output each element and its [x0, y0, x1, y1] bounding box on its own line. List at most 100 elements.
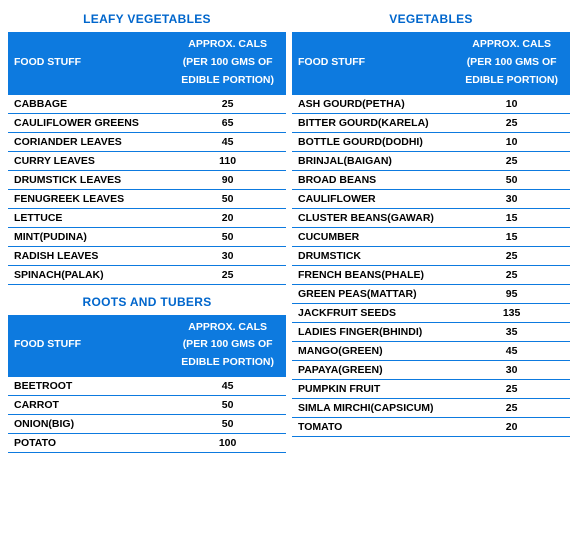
cell-cals: 135	[453, 303, 570, 322]
col-cals: APPROX. CALS (PER 100 GMS OF EDIBLE PORT…	[453, 32, 570, 94]
table-row: BRINJAL(BAIGAN)25	[292, 151, 570, 170]
cell-food: CARROT	[8, 396, 169, 415]
table-row: CARROT50	[8, 396, 286, 415]
cell-cals: 25	[453, 113, 570, 132]
layout-container: LEAFY VEGETABLES FOOD STUFF APPROX. CALS…	[8, 8, 572, 459]
table-row: CAULIFLOWER GREENS65	[8, 113, 286, 132]
cell-food: BRINJAL(BAIGAN)	[292, 151, 453, 170]
table-row: CORIANDER LEAVES45	[8, 132, 286, 151]
table-row: TOMATO20	[292, 417, 570, 436]
cell-cals: 20	[453, 417, 570, 436]
table-row: CUCUMBER15	[292, 227, 570, 246]
cell-food: BOTTLE GOURD(DODHI)	[292, 132, 453, 151]
cell-cals: 45	[453, 341, 570, 360]
cell-food: FENUGREEK LEAVES	[8, 189, 169, 208]
cell-food: BROAD BEANS	[292, 170, 453, 189]
cell-food: DRUMSTICK LEAVES	[8, 170, 169, 189]
section-leafy: LEAFY VEGETABLES FOOD STUFF APPROX. CALS…	[8, 8, 286, 285]
table-row: DRUMSTICK25	[292, 246, 570, 265]
table-vegetables: FOOD STUFF APPROX. CALS (PER 100 GMS OF …	[292, 32, 570, 437]
table-row: CURRY LEAVES110	[8, 151, 286, 170]
cell-food: RADISH LEAVES	[8, 246, 169, 265]
cell-food: ASH GOURD(PETHA)	[292, 94, 453, 113]
col-food: FOOD STUFF	[8, 32, 169, 94]
cell-cals: 25	[453, 151, 570, 170]
table-row: RADISH LEAVES30	[8, 246, 286, 265]
cell-food: CURRY LEAVES	[8, 151, 169, 170]
cell-cals: 20	[169, 208, 286, 227]
cell-cals: 25	[453, 265, 570, 284]
cell-cals: 50	[453, 170, 570, 189]
table-row: SIMLA MIRCHI(CAPSICUM)25	[292, 398, 570, 417]
cell-cals: 50	[169, 189, 286, 208]
cell-cals: 10	[453, 132, 570, 151]
table-row: PAPAYA(GREEN)30	[292, 360, 570, 379]
cell-food: MINT(PUDINA)	[8, 227, 169, 246]
cell-cals: 25	[453, 398, 570, 417]
table-row: BEETROOT45	[8, 377, 286, 396]
table-row: FRENCH BEANS(PHALE)25	[292, 265, 570, 284]
section-roots: ROOTS AND TUBERS FOOD STUFF APPROX. CALS…	[8, 291, 286, 454]
cell-food: BEETROOT	[8, 377, 169, 396]
table-row: BROAD BEANS50	[292, 170, 570, 189]
table-row: BOTTLE GOURD(DODHI)10	[292, 132, 570, 151]
table-row: FENUGREEK LEAVES50	[8, 189, 286, 208]
cell-food: CUCUMBER	[292, 227, 453, 246]
cell-food: CLUSTER BEANS(GAWAR)	[292, 208, 453, 227]
table-row: MANGO(GREEN)45	[292, 341, 570, 360]
table-row: CAULIFLOWER30	[292, 189, 570, 208]
cell-food: LETTUCE	[8, 208, 169, 227]
cell-food: CABBAGE	[8, 94, 169, 113]
section-title-vegetables: VEGETABLES	[292, 8, 570, 32]
cell-cals: 45	[169, 132, 286, 151]
cell-cals: 25	[169, 94, 286, 113]
table-row: JACKFRUIT SEEDS135	[292, 303, 570, 322]
cell-cals: 95	[453, 284, 570, 303]
left-column: LEAFY VEGETABLES FOOD STUFF APPROX. CALS…	[8, 8, 286, 459]
col-food: FOOD STUFF	[8, 315, 169, 377]
cell-food: TOMATO	[292, 417, 453, 436]
table-row: SPINACH(PALAK)25	[8, 265, 286, 284]
cell-food: PAPAYA(GREEN)	[292, 360, 453, 379]
table-roots: FOOD STUFF APPROX. CALS (PER 100 GMS OF …	[8, 315, 286, 454]
cell-cals: 90	[169, 170, 286, 189]
cell-cals: 45	[169, 377, 286, 396]
table-row: CLUSTER BEANS(GAWAR)15	[292, 208, 570, 227]
cell-food: GREEN PEAS(MATTAR)	[292, 284, 453, 303]
col-food: FOOD STUFF	[292, 32, 453, 94]
cell-cals: 110	[169, 151, 286, 170]
cell-food: DRUMSTICK	[292, 246, 453, 265]
cell-cals: 50	[169, 227, 286, 246]
table-row: MINT(PUDINA)50	[8, 227, 286, 246]
cell-food: SPINACH(PALAK)	[8, 265, 169, 284]
cell-cals: 15	[453, 208, 570, 227]
cell-food: PUMPKIN FRUIT	[292, 379, 453, 398]
table-row: ASH GOURD(PETHA)10	[292, 94, 570, 113]
cell-cals: 10	[453, 94, 570, 113]
section-vegetables: VEGETABLES FOOD STUFF APPROX. CALS (PER …	[292, 8, 570, 437]
table-row: LETTUCE20	[8, 208, 286, 227]
cell-cals: 25	[453, 246, 570, 265]
cell-cals: 50	[169, 415, 286, 434]
cell-food: FRENCH BEANS(PHALE)	[292, 265, 453, 284]
table-row: GREEN PEAS(MATTAR)95	[292, 284, 570, 303]
cell-cals: 65	[169, 113, 286, 132]
cell-food: LADIES FINGER(BHINDI)	[292, 322, 453, 341]
table-row: DRUMSTICK LEAVES90	[8, 170, 286, 189]
table-row: LADIES FINGER(BHINDI)35	[292, 322, 570, 341]
cell-cals: 25	[453, 379, 570, 398]
cell-food: CAULIFLOWER GREENS	[8, 113, 169, 132]
table-row: CABBAGE25	[8, 94, 286, 113]
col-cals: APPROX. CALS (PER 100 GMS OF EDIBLE PORT…	[169, 315, 286, 377]
cell-cals: 50	[169, 396, 286, 415]
table-leafy: FOOD STUFF APPROX. CALS (PER 100 GMS OF …	[8, 32, 286, 285]
cell-cals: 25	[169, 265, 286, 284]
cell-food: CAULIFLOWER	[292, 189, 453, 208]
cell-cals: 35	[453, 322, 570, 341]
right-column: VEGETABLES FOOD STUFF APPROX. CALS (PER …	[292, 8, 570, 459]
section-title-leafy: LEAFY VEGETABLES	[8, 8, 286, 32]
cell-cals: 15	[453, 227, 570, 246]
cell-food: MANGO(GREEN)	[292, 341, 453, 360]
table-row: PUMPKIN FRUIT25	[292, 379, 570, 398]
cell-cals: 30	[169, 246, 286, 265]
